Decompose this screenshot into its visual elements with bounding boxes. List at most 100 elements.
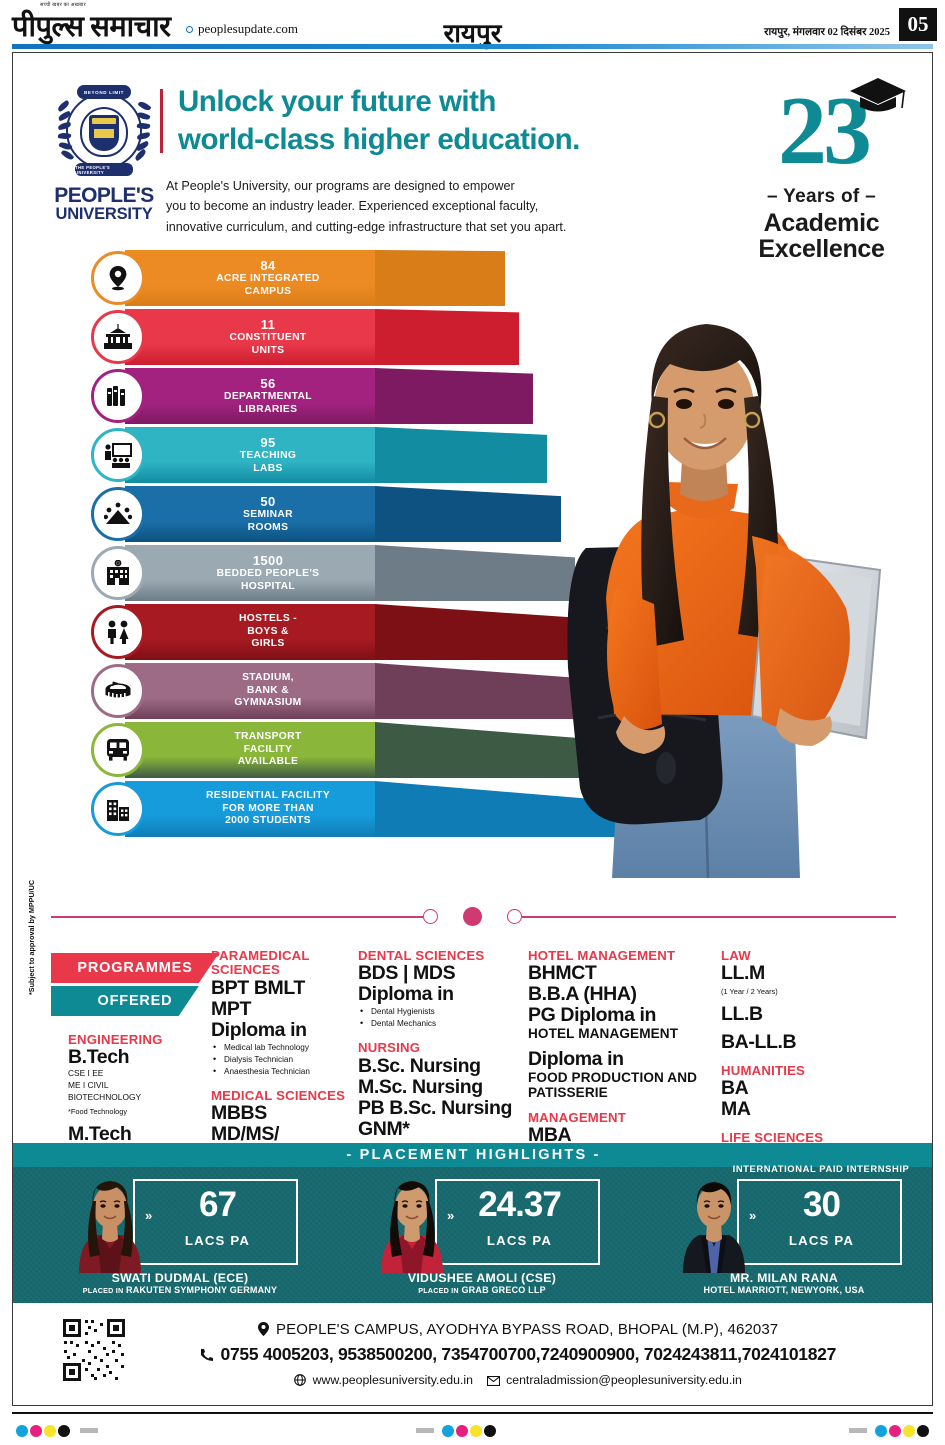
chevron-right-icon: » — [447, 1208, 455, 1223]
programme-bullet: Medical lab Technology — [211, 1041, 356, 1054]
masthead-city: रायपुर — [443, 19, 502, 48]
programme-subdegree: FOOD PRODUCTION AND — [528, 1069, 698, 1085]
hospital-icon — [91, 546, 145, 600]
programme-detail: CSE I EE — [68, 1068, 104, 1079]
website-bullet-icon — [186, 26, 193, 33]
page-number-badge: 05 — [899, 8, 937, 41]
anniversary-line2: Academic — [763, 209, 880, 237]
footer-phones[interactable]: 0755 4005203, 9538500200, 7354700700,724… — [220, 1344, 837, 1364]
programme-category-heading: MEDICAL SCIENCES — [211, 1087, 346, 1103]
stadium-icon — [91, 664, 145, 718]
placement-student-photo — [683, 1182, 745, 1273]
crest-bottom-banner: THE PEOPLE'S UNIVERSITY — [75, 163, 133, 176]
ribbon-bar: HOSTELS - BOYS & GIRLS — [125, 604, 375, 660]
anniversary-years-row: – Years of – — [729, 186, 914, 208]
ribbon-label-line2: LIBRARIES — [238, 403, 298, 415]
placement-card: » 67 LACS PA SWATI DUDMAL (ECE) PLACED I… — [21, 1167, 328, 1303]
ribbon-label-line1: BEDDED PEOPLE'S — [216, 568, 320, 580]
ribbon-label-line2: LABS — [253, 462, 283, 474]
placement-highlights: - PLACEMENT HIGHLIGHTS - » 67 LACS PA SW… — [13, 1143, 932, 1309]
university-crest-icon: BEYOND LIMIT THE PEOPLE'S UNIVERSITY — [53, 85, 155, 185]
facility-ribbon: 11 CONSTITUENT UNITS — [91, 309, 519, 365]
programme-degree: BA — [721, 1077, 749, 1100]
footer-phones-row: 0755 4005203, 9538500200, 7354700700,724… — [133, 1344, 903, 1365]
facility-ribbon: 1500 BEDDED PEOPLE'S HOSPITAL — [91, 545, 575, 601]
placement-unit: LACS PA — [486, 1233, 553, 1248]
facility-ribbon: STADIUM, BANK & GYMNASIUM — [91, 663, 603, 719]
masthead: सच्ची खबर का अखबार पीपुल्स समाचार people… — [0, 0, 945, 49]
programme-bullets: Dental HygienistsDental Mechanics — [358, 1005, 526, 1030]
programme-bullet: Dental Mechanics — [358, 1017, 526, 1030]
placement-student-name: VIDUSHEE AMOLI (CSE) — [407, 1271, 557, 1285]
ribbon-label-line2: UNITS — [251, 344, 285, 356]
placement-student-photo — [381, 1181, 443, 1273]
anniversary-badge: 23 – Years of – Academic Excellence — [729, 78, 914, 268]
facility-ribbon: RESIDENTIAL FACILITY FOR MORE THAN 2000 ST… — [91, 781, 631, 837]
programme-degree: Diploma in — [358, 983, 454, 1006]
ribbon-label-line1: SEMINAR — [243, 509, 293, 521]
footer-address: PEOPLE'S CAMPUS, AYODHYA BYPASS ROAD, BH… — [276, 1321, 779, 1338]
qr-code-icon[interactable] — [61, 1317, 127, 1383]
footer-website[interactable]: www.peoplesuniversity.edu.in — [312, 1373, 473, 1387]
programme-degree: BDS | MDS — [358, 962, 456, 985]
ribbon-number: 84 — [260, 257, 276, 273]
programmes-badge-top: PROGRAMMES — [51, 953, 219, 983]
programme-degree: Diploma in — [528, 1047, 624, 1070]
placement-organisation: PLACED IN RAKUTEN SYMPHONY GERMANY — [82, 1285, 278, 1295]
ribbon-label-line2: BOYS & — [247, 625, 289, 637]
bottom-rule — [12, 1412, 933, 1414]
anniversary-years-label: Years of — [783, 186, 860, 207]
programme-category-heading: MANAGEMENT — [528, 1110, 626, 1126]
placement-value-box: » 30 LACS PA — [737, 1179, 902, 1265]
programme-degree: PG Diploma in — [528, 1004, 657, 1027]
placement-card: INTERNATIONAL PAID INTERNSHIP » 30 LACS … — [625, 1163, 932, 1303]
university-name-line2: UNIVERSITY — [55, 205, 153, 223]
programme-bullet: Dental Hygienists — [358, 1005, 526, 1018]
contact-footer: PEOPLE'S CAMPUS, AYODHYA BYPASS ROAD, BH… — [13, 1311, 932, 1405]
placement-value-box: » 67 LACS PA — [133, 1179, 298, 1265]
university-name-line1: PEOPLE'S — [54, 184, 154, 207]
programme-bullets: Medical lab TechnologyDialysis Technicia… — [211, 1041, 356, 1078]
placement-org-prefix: PLACED IN — [418, 1286, 459, 1295]
programme-degree: BHMCT — [528, 962, 597, 985]
ribbon-label-line2: ROOMS — [247, 521, 289, 533]
placement-tag: INTERNATIONAL PAID INTERNSHIP — [732, 1163, 910, 1174]
programme-degree: BPT BMLT — [211, 976, 305, 999]
laurel-right-icon — [133, 99, 152, 163]
ribbon-tail — [375, 250, 505, 306]
masthead-website[interactable]: peoplesupdate.com — [198, 21, 298, 36]
ribbon-bar: 1500 BEDDED PEOPLE'S HOSPITAL — [125, 545, 375, 601]
ribbon-tail — [375, 486, 561, 542]
footer-email[interactable]: centraladmission@peoplesuniversity.edu.i… — [506, 1373, 742, 1387]
dash-right: – — [865, 186, 876, 207]
ribbon-bar: 56 DEPARTMENTAL LIBRARIES — [125, 368, 375, 424]
anniversary-number: 23 — [778, 77, 872, 185]
globe-icon — [294, 1374, 306, 1386]
ribbon-label-line1: CONSTITUENT — [229, 332, 307, 344]
programme-degree: BA-LL.B — [721, 1030, 797, 1053]
seminar-table-icon — [91, 487, 145, 541]
programmes-badge-bottom: OFFERED — [51, 986, 199, 1016]
facilities-infographic: 84 ACRE INTEGRATED CAMPUS 11 CONSTITUENT UNIT… — [91, 250, 631, 845]
bus-icon — [91, 723, 145, 777]
placement-unit: LACS PA — [184, 1233, 251, 1248]
separator-dot-left — [423, 909, 438, 924]
ribbon-bar: 95 TEACHING LABS — [125, 427, 375, 483]
programmes-section: *Subject to approval by MPPU/UC PROGRAMM… — [13, 880, 932, 1248]
facility-ribbon: 95 TEACHING LABS — [91, 427, 547, 483]
ribbon-label-line1: TRANSPORT — [234, 731, 302, 743]
ribbon-bar: 50 SEMINAR ROOMS — [125, 486, 375, 542]
ribbon-label-line3: AVAILABLE — [237, 756, 299, 768]
ribbon-number: 56 — [260, 375, 276, 391]
placement-value-box: » 24.37 LACS PA — [435, 1179, 600, 1265]
ribbon-label-line3: GYMNASIUM — [234, 697, 302, 709]
ribbon-tail — [375, 427, 547, 483]
programme-note: (1 Year / 2 Years) — [721, 987, 778, 997]
ribbon-label-line2: CAMPUS — [244, 285, 292, 297]
envelope-icon — [486, 1376, 500, 1386]
ribbon-bar: RESIDENTIAL FACILITY FOR MORE THAN 2000 ST… — [125, 781, 375, 837]
ribbon-label-line1: ACRE INTEGRATED — [216, 273, 320, 285]
placement-org-prefix: PLACED IN — [82, 1286, 124, 1295]
hero-divider — [160, 89, 163, 153]
